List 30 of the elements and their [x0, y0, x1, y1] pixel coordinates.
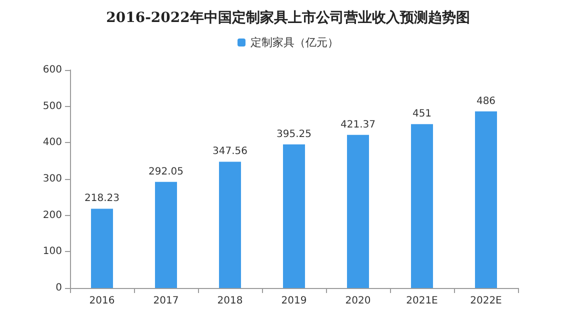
bar — [475, 111, 497, 288]
y-tick-label: 400 — [42, 137, 62, 148]
bar — [155, 182, 177, 288]
bar — [411, 124, 433, 288]
bar — [283, 144, 305, 288]
x-tick-label: 2019 — [281, 296, 307, 306]
data-label: 292.05 — [148, 166, 184, 178]
bar — [219, 162, 241, 288]
x-tick-label: 2017 — [153, 296, 179, 306]
data-label: 451 — [412, 108, 432, 120]
y-tick-label: 500 — [42, 100, 62, 112]
x-tick-label: 2016 — [89, 296, 115, 306]
bar — [91, 208, 113, 288]
data-label: 347.56 — [212, 146, 248, 158]
y-tick-label: 200 — [42, 210, 62, 221]
data-label: 218.23 — [84, 193, 120, 204]
x-tick-label: 2022E — [470, 296, 502, 306]
legend-label: 定制家具（亿元） — [250, 36, 338, 49]
x-tick-label: 2018 — [217, 296, 243, 306]
data-label: 421.37 — [340, 119, 376, 130]
y-tick-label: 100 — [42, 246, 62, 258]
x-tick-label: 2021E — [406, 296, 438, 306]
data-label: 395.25 — [276, 128, 312, 140]
x-tick-label: 2020 — [345, 296, 371, 306]
chart-title: 2016-2022年中国定制家具上市公司营业收入预测趋势图 — [106, 9, 470, 26]
y-tick-label: 300 — [42, 174, 62, 184]
bar — [347, 134, 369, 288]
y-tick-label: 600 — [42, 64, 62, 76]
y-tick-label: 0 — [56, 282, 62, 294]
data-label: 486 — [476, 96, 496, 107]
